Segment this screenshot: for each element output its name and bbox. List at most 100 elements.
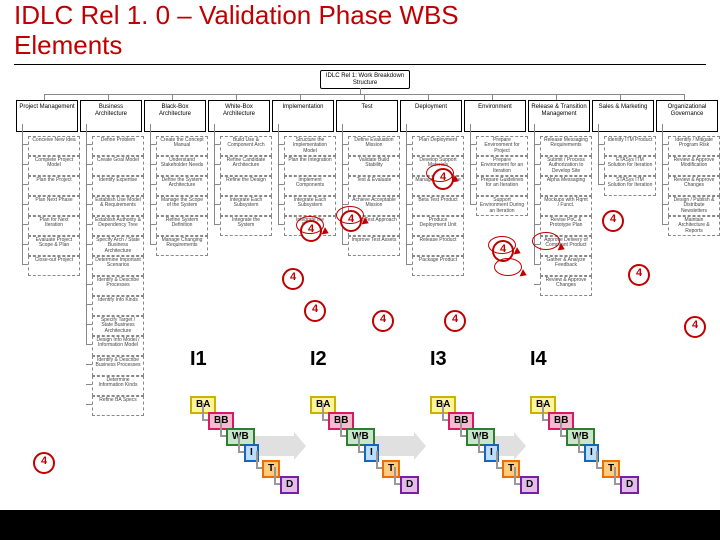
wbs-leaf: Plan the Project — [28, 176, 80, 196]
wbs-leaf: STASys ITM Solution for Iteration — [604, 176, 656, 196]
stage-badge-t: T — [382, 460, 400, 478]
wbs-leaf: Release Product — [412, 236, 464, 256]
wbs-leaf: Identify Info Kinds — [92, 296, 144, 316]
annotation-number: 4 — [372, 310, 394, 332]
wbs-leaf: ETASys ITM Solution for Iteration — [604, 156, 656, 176]
wbs-leaf: Establish Authority & Dependency Tree — [92, 216, 144, 236]
col-head: Implementation — [272, 100, 334, 132]
wbs-leaf: Release Messaging Requirements — [540, 136, 592, 156]
wbs-leaf: Refine the Design — [220, 176, 272, 196]
wbs-leaf: Improve Test Assets — [348, 236, 400, 256]
wbs-leaf: Review & Approve Modification — [668, 156, 720, 176]
stage-badge-t: T — [262, 460, 280, 478]
wbs-leaf: Conceive New Idea — [28, 136, 80, 156]
wbs-leaf: Identify & Describe Processes — [92, 276, 144, 296]
stage-badge-d: D — [400, 476, 419, 494]
footer-bar — [0, 510, 720, 540]
wbs-leaf: Identify & Describe Business Processes — [92, 356, 144, 376]
wbs-leaf: Maintain Architecture & Reports — [668, 216, 720, 236]
wbs-leaf: Refine System Definition — [156, 216, 208, 236]
col-head: Sales & Marketing — [592, 100, 654, 132]
wbs-leaf: Determine Information Kinds — [92, 376, 144, 396]
stage-badge-t: T — [602, 460, 620, 478]
wbs-leaf: Create Goal Model — [92, 156, 144, 176]
annotation-oval — [532, 232, 560, 250]
iteration-label: I2 — [310, 348, 327, 371]
wbs-leaf: Review & Approve Changes — [540, 276, 592, 296]
wbs-leaf: Support Environment During an Iteration — [476, 196, 528, 216]
root-box: IDLC Rel 1: Work Breakdown Structure — [320, 70, 410, 89]
wbs-leaf: Test & Evaluate — [348, 176, 400, 196]
wbs-leaf: Plan Next Phase — [28, 196, 80, 216]
annotation-oval — [336, 206, 364, 224]
stage-badge-d: D — [280, 476, 299, 494]
wbs-leaf: Submit / Process Authorization to Develo… — [540, 156, 592, 176]
col-head: Environment — [464, 100, 526, 132]
wbs-leaf: Define the System Architecture — [156, 176, 208, 196]
col-head: Business Architecture — [80, 100, 142, 132]
wbs-leaf: Alpha Messaging — [540, 176, 592, 196]
wbs-leaf: Mockups with Rqmt / Funct. — [540, 196, 592, 216]
col-head: White-Box Architecture — [208, 100, 270, 132]
wbs-leaf: Refine BA Specs — [92, 396, 144, 416]
annotation-number: 4 — [304, 300, 326, 322]
title-rule — [14, 64, 706, 65]
wbs-leaf: Create the Concept Manual — [156, 136, 208, 156]
wbs-leaf: Design / Publish & Distribute Newsletter… — [668, 196, 720, 216]
wbs-leaf: Close-out Project — [28, 256, 80, 276]
wbs-leaf: Understand Stakeholder Needs — [156, 156, 208, 176]
wbs-leaf: Plan the Integration — [284, 156, 336, 176]
annotation-oval — [494, 258, 522, 276]
wbs-leaf: Plan for Next Iteration — [28, 216, 80, 236]
wbs-leaf: Validate Build Stability — [348, 156, 400, 176]
col-head: Release & Transition Management — [528, 100, 590, 132]
col-head: Test — [336, 100, 398, 132]
wbs-leaf: Plan Deployment — [412, 136, 464, 156]
wbs-leaf: Integrate Each Subsystem — [284, 196, 336, 216]
wbs-leaf: Define Evaluation Mission — [348, 136, 400, 156]
wbs-leaf: Evaluate Project Scope & Plan — [28, 236, 80, 256]
col-head: Deployment — [400, 100, 462, 132]
annotation-number: 4 — [444, 310, 466, 332]
col-head: Black-Box Architecture — [144, 100, 206, 132]
wbs-leaf: Refine Candidate Architecture — [220, 156, 272, 176]
wbs-leaf: Prepare Environment for Project — [476, 136, 528, 156]
iteration-label: I4 — [530, 348, 547, 371]
col-head: Project Management — [16, 100, 78, 132]
annotation-number: 4 — [602, 210, 624, 232]
wbs-leaf: Specify Target / State Business Architec… — [92, 316, 144, 336]
wbs-leaf: Complete Project Model — [28, 156, 80, 176]
wbs-leaf: Integrate the System — [220, 216, 272, 236]
wbs-leaf: Build Use & Component Arch — [220, 136, 272, 156]
stage-badge-d: D — [620, 476, 639, 494]
title-line-2: Elements — [14, 30, 122, 61]
wbs-leaf: Establish Use Model & Requirements — [92, 196, 144, 216]
annotation-number: 4 — [33, 452, 55, 474]
wbs-leaf: Identify / Mitigate Program Risk — [668, 136, 720, 156]
wbs-leaf: Prepare Environment for an Iteration — [476, 156, 528, 176]
wbs-leaf: Review & Approve Changes — [668, 176, 720, 196]
wbs-leaf: Structure the Implementation Model — [284, 136, 336, 156]
wbs-leaf: Package Product — [412, 256, 464, 276]
wbs-leaf: Identify Expertise — [92, 176, 144, 196]
annotation-number: 4 — [628, 264, 650, 286]
annotation-number: 4 — [684, 316, 706, 338]
wbs-leaf: Specify Arch / State Business Architectu… — [92, 236, 144, 256]
iteration-label: I1 — [190, 348, 207, 371]
wbs-leaf: Define Problem — [92, 136, 144, 156]
wbs-leaf: Determine Important Scenarios — [92, 256, 144, 276]
annotation-oval — [296, 216, 324, 234]
wbs-leaf: Identify ITM Product — [604, 136, 656, 156]
stage-badge-d: D — [520, 476, 539, 494]
wbs-leaf: Manage Changing Requirements — [156, 236, 208, 256]
col-head: Organizational Governance — [656, 100, 718, 132]
iteration-label: I3 — [430, 348, 447, 371]
stage-badge-t: T — [502, 460, 520, 478]
wbs-leaf: Beta Test Product — [412, 196, 464, 216]
wbs-leaf: Implement Components — [284, 176, 336, 196]
wbs-leaf: Manage the Scope of the System — [156, 196, 208, 216]
wbs-leaf: Integrate Each Subsystem — [220, 196, 272, 216]
wbs-leaf: Design Info Model / Information Model — [92, 336, 144, 356]
annotation-oval — [488, 236, 516, 254]
annotation-number: 4 — [282, 268, 304, 290]
